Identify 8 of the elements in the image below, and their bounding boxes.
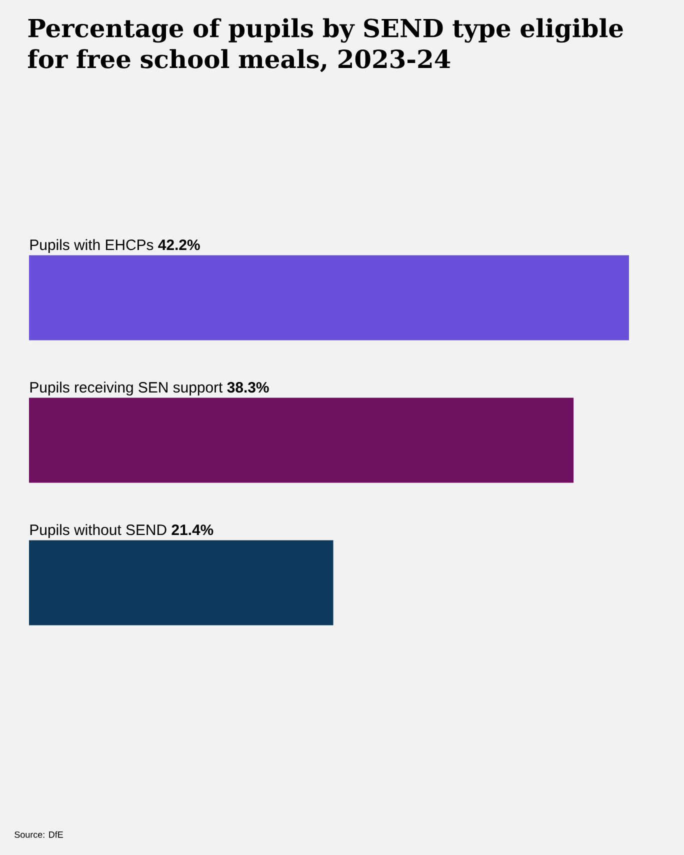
y-tick-label: Pupils with EHCPs xyxy=(30,239,154,254)
data-label: 38.3% xyxy=(227,382,269,393)
source-note: Source: DfE xyxy=(14,831,63,838)
y-tick-label: Pupils receiving SEN support xyxy=(30,382,223,396)
chart-title: Percentage of pupils by SEND type eligible for free school meals, 2023-24 xyxy=(28,18,623,72)
y-tick-label: Pupils without SEND xyxy=(30,524,166,538)
data-label: 42.2% xyxy=(158,240,200,250)
data-label: 21.4% xyxy=(172,524,214,536)
